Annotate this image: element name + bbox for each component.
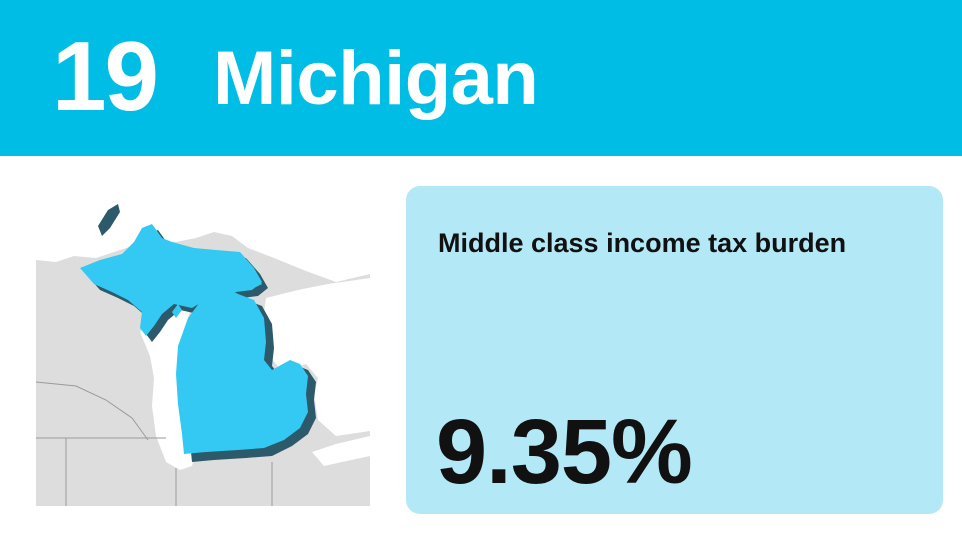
header-banner: 19 Michigan (0, 0, 962, 156)
lake-huron (262, 278, 370, 436)
michigan-upper-peninsula (80, 224, 262, 336)
metric-card: Middle class income tax burden 9.35% (406, 186, 943, 514)
state-title: Michigan (213, 36, 539, 121)
bois-blanc-island (250, 278, 262, 288)
isle-royale (98, 204, 120, 236)
metric-value: 9.35% (436, 401, 693, 503)
rank-number: 19 (52, 21, 159, 131)
state-map (36, 186, 370, 506)
beaver-island (172, 304, 182, 318)
metric-label: Middle class income tax burden (438, 228, 847, 258)
lake-erie (312, 436, 370, 466)
michigan-map-illustration (36, 186, 370, 506)
michigan-lower-peninsula (176, 286, 308, 454)
wisconsin-minnesota-border (36, 381, 149, 441)
state-borders (36, 381, 273, 506)
